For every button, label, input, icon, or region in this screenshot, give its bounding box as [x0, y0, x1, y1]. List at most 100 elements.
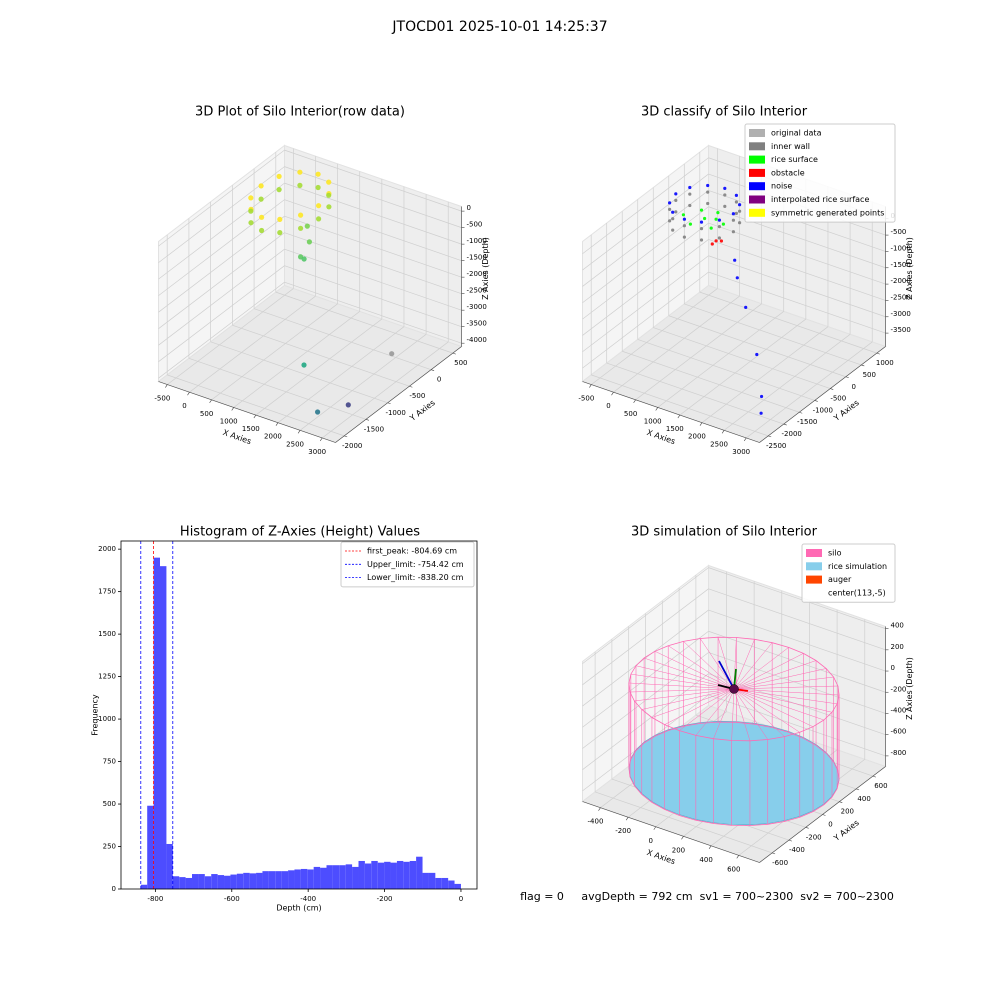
histogram-bar	[262, 871, 269, 889]
data-point	[755, 352, 759, 357]
legend-label: inner wall	[771, 142, 810, 151]
y-axis-line	[759, 766, 886, 863]
x-tick	[319, 437, 323, 442]
silo-roof-line	[733, 688, 800, 733]
histogram-bar	[275, 871, 282, 889]
grid-line	[594, 791, 773, 854]
silo-top-rim	[628, 636, 840, 742]
grid-line	[708, 694, 886, 757]
data-point	[731, 218, 736, 222]
silo-roof-line	[733, 647, 789, 690]
y-tick	[365, 419, 370, 421]
grid-line	[708, 609, 886, 672]
grid-line	[232, 324, 410, 387]
silo-roof-line	[733, 676, 834, 690]
grid-line	[211, 303, 338, 401]
data-point	[759, 411, 763, 415]
silo-roof-line	[654, 651, 735, 690]
legend-label: interpolated rice surface	[771, 195, 869, 204]
z-tick-label: -3500	[467, 320, 487, 328]
data-point	[681, 213, 686, 217]
legend-swatch	[806, 588, 822, 597]
x-tick-label: 1500	[666, 425, 684, 433]
x-tick-label: 3000	[732, 448, 750, 456]
y-tick	[845, 376, 849, 379]
histogram-bar	[332, 865, 340, 889]
grid-line	[591, 288, 718, 385]
x-tick-label: 600	[727, 865, 740, 873]
x-tick-label: -500	[154, 395, 170, 403]
y-tick-label: 200	[841, 808, 854, 816]
data-point	[717, 236, 722, 240]
y-tick-label: 250	[103, 843, 116, 851]
y-tick-label: 500	[103, 800, 116, 808]
data-point	[345, 402, 351, 408]
legend-label: original data	[771, 129, 822, 138]
legend-label: Lower_limit: -838.20 cm	[367, 573, 464, 582]
x-tick	[275, 422, 279, 426]
data-point	[699, 238, 704, 242]
histogram-bar	[172, 876, 180, 889]
histogram-bar	[403, 861, 410, 889]
data-point	[760, 394, 764, 399]
y-tick	[872, 775, 876, 778]
legend-label: Upper_limit: -754.42 cm	[367, 560, 464, 569]
y-tick-label: 400	[857, 795, 870, 803]
x-tick	[708, 845, 712, 849]
grid-line	[582, 652, 709, 749]
silo-roof-line	[733, 642, 773, 690]
grid-line	[322, 341, 449, 439]
silo-roof-line	[733, 688, 751, 741]
x-tick-label: -600	[224, 895, 240, 903]
grid-line	[582, 173, 709, 271]
x-axis-line	[582, 381, 760, 443]
grid-line	[708, 652, 886, 714]
grid-line	[284, 149, 462, 212]
legend-swatch	[806, 562, 822, 571]
grid-line	[657, 311, 784, 408]
grid-line	[684, 303, 862, 366]
y-tick-label: 500	[454, 359, 467, 367]
grid-line	[255, 318, 383, 416]
histogram-bar	[243, 872, 250, 889]
grid-line	[708, 206, 886, 269]
histogram-bar	[256, 872, 263, 889]
y-tick	[783, 423, 787, 426]
z-tick-label: -2000	[467, 270, 487, 278]
grid-line	[637, 339, 815, 401]
z-tick-label: -4000	[467, 336, 487, 344]
y-tick-label: 1000	[876, 359, 894, 367]
grid-line	[699, 291, 877, 354]
grid-line	[275, 291, 453, 354]
y-tick-label: 0	[112, 885, 116, 893]
y-tick	[788, 839, 792, 842]
histogram-bar	[160, 566, 167, 889]
histogram-bar	[352, 866, 359, 889]
data-point	[248, 208, 254, 214]
grid-line	[582, 206, 709, 304]
legend-label: noise	[771, 182, 792, 191]
silo-roof-line	[668, 645, 735, 690]
data-point	[734, 211, 739, 215]
histogram-bar	[422, 872, 429, 889]
grid-line	[582, 255, 709, 353]
grid-line	[284, 182, 462, 245]
data-point	[301, 256, 307, 262]
x-tick-label: 0	[182, 402, 186, 410]
silo-roof-line	[683, 641, 735, 690]
histogram-bar	[147, 805, 154, 889]
data-point	[674, 210, 678, 214]
data-point	[731, 212, 736, 216]
grid-line	[613, 295, 740, 393]
z-tick-label: -2500	[891, 293, 911, 301]
silo-roof-line	[733, 639, 755, 690]
grid-line	[233, 311, 360, 408]
y-tick	[805, 827, 809, 829]
legend-swatch	[749, 168, 765, 177]
x-tick	[721, 430, 725, 434]
data-point	[668, 207, 672, 211]
z-tick-label: -800	[891, 749, 907, 757]
histogram-bar	[307, 869, 314, 889]
y-tick	[430, 369, 435, 371]
data-point	[671, 228, 675, 232]
